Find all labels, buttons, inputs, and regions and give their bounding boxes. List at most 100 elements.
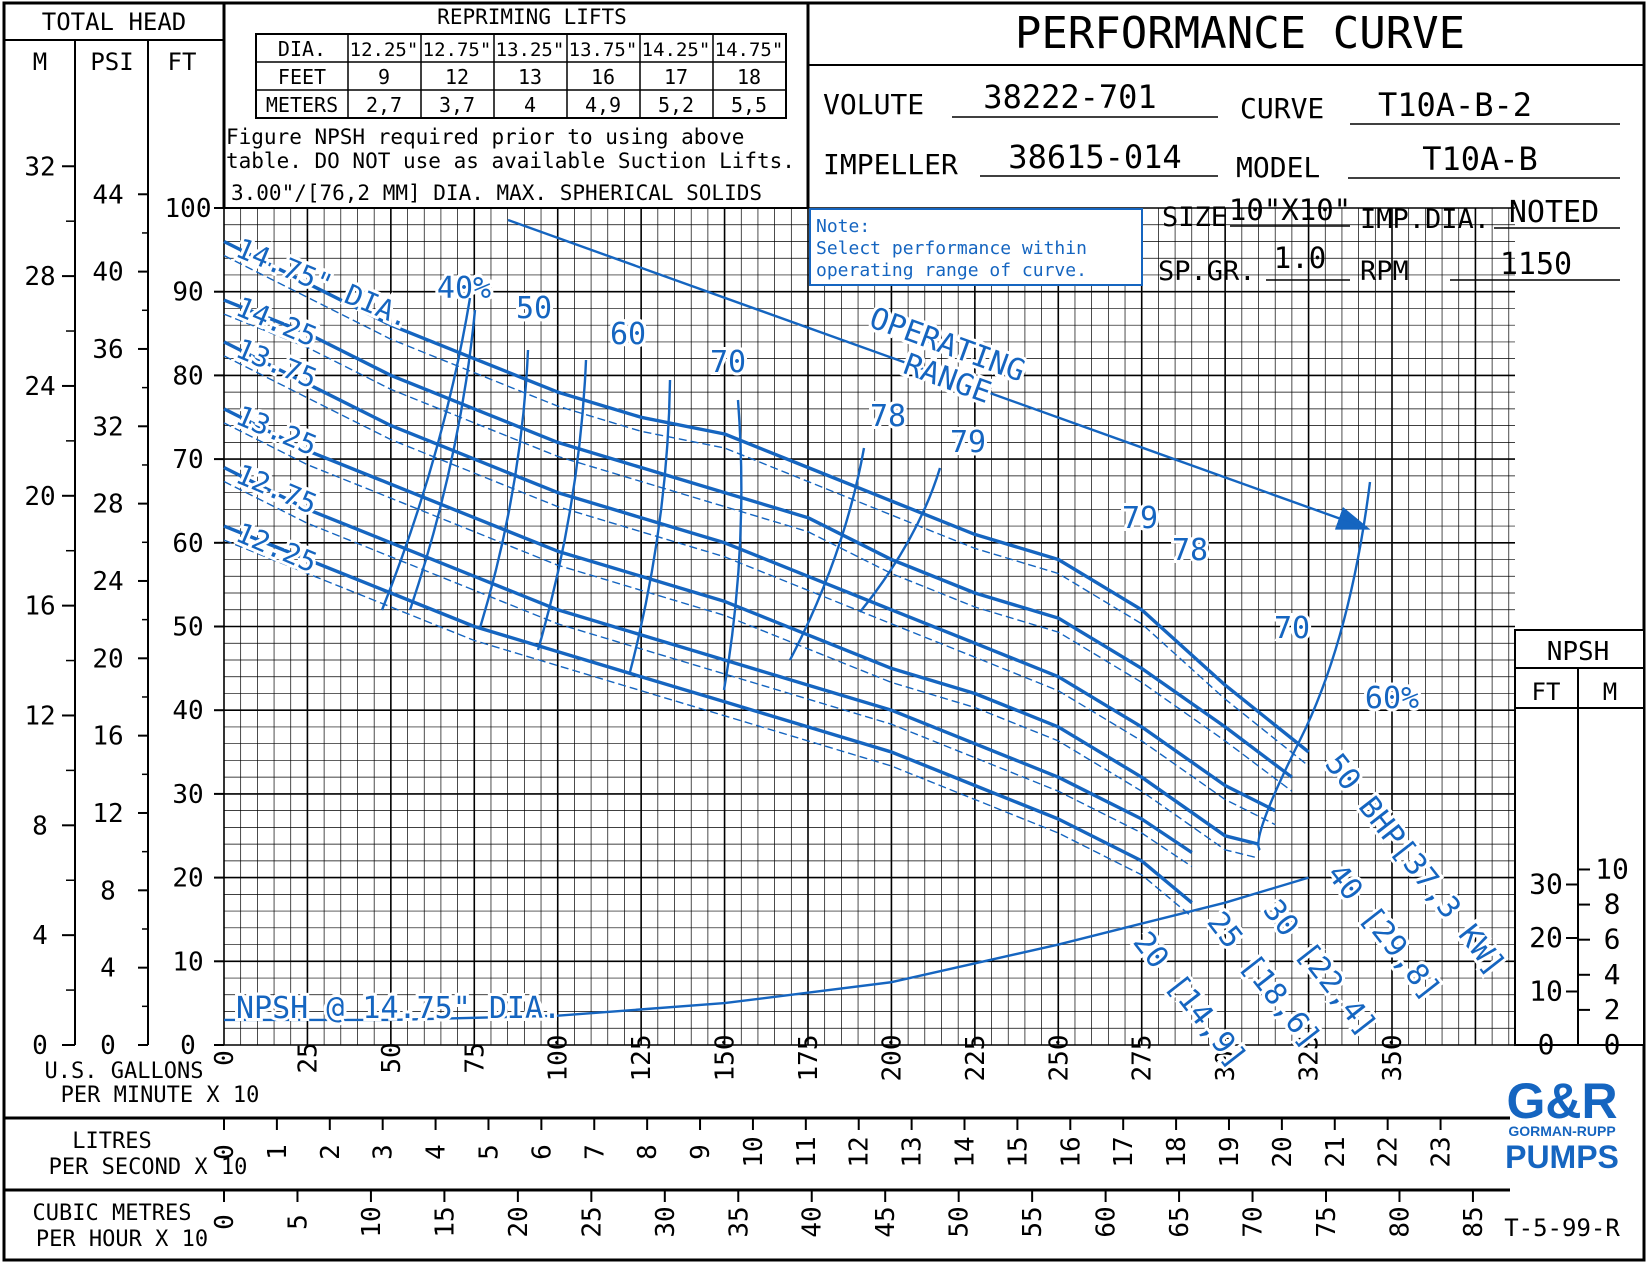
ft-tick-label: 60	[172, 529, 203, 559]
efficiency-label: 70	[710, 345, 746, 380]
psi-tick-label: 0	[100, 1031, 116, 1061]
gpm-tick-label: 150	[711, 1035, 741, 1082]
logo-company: GORMAN-RUPP	[1508, 1123, 1615, 1139]
gpm-tick-label: 350	[1378, 1035, 1408, 1082]
npsh-curve	[224, 876, 1309, 1022]
m3h-tick-label: 85	[1459, 1206, 1489, 1237]
m3h-tick-label: 40	[798, 1206, 828, 1237]
feet-cell: 17	[664, 65, 688, 89]
lps-tick-label: 15	[1003, 1136, 1033, 1167]
npsh-note-line2: table. DO NOT use as available Suction L…	[226, 149, 795, 173]
npsh-ft-tick-label: 10	[1529, 975, 1563, 1008]
m3h-tick-label: 15	[430, 1206, 460, 1237]
dia-cell: 13.25"	[496, 39, 565, 61]
psi-tick-label: 40	[92, 258, 123, 288]
ft-tick-label: 50	[172, 613, 203, 643]
lps-tick-label: 18	[1162, 1136, 1192, 1167]
efficiency-label: 78	[1172, 533, 1208, 568]
npsh-ft-unit: FT	[1532, 678, 1561, 706]
feet-cell: 18	[737, 65, 761, 89]
m3h-tick-label: 80	[1385, 1206, 1415, 1237]
rpm-label: RPM	[1360, 256, 1409, 287]
rpm-value: 1150	[1500, 247, 1572, 282]
gpm-tick-label: 275	[1128, 1035, 1158, 1082]
lps-tick-label: 12	[845, 1136, 875, 1167]
head-curve	[223, 340, 1276, 813]
efficiency-line	[478, 349, 530, 629]
lps-tick-label: 19	[1215, 1136, 1245, 1167]
psi-tick-label: 24	[92, 567, 123, 597]
npsh-ft-tick-label: 30	[1529, 868, 1563, 901]
gpm-tick-label: 50	[377, 1042, 407, 1073]
lps-tick-label: 11	[792, 1136, 822, 1167]
ft-tick-label: 40	[172, 696, 203, 726]
efficiency-line	[380, 297, 472, 611]
npsh-m-unit: M	[1603, 678, 1617, 706]
psi-tick-label: 12	[92, 799, 123, 829]
note-box: Note: Select performance within operatin…	[809, 208, 1143, 286]
npsh-ft-tick-label: 0	[1538, 1028, 1555, 1061]
volute-value: 38222-701	[983, 78, 1156, 116]
lps-tick-label: 13	[898, 1136, 928, 1167]
meters-cell: 4	[524, 93, 536, 117]
psi-tick-label: 16	[92, 722, 123, 752]
gpm-tick-label: 125	[627, 1035, 657, 1082]
spgr-label: SP.GR.	[1158, 256, 1256, 287]
m-tick-label: 0	[32, 1031, 48, 1061]
gpm-tick-label: 225	[961, 1035, 991, 1082]
meters-cell: 5,2	[658, 93, 694, 117]
gpm-tick-label: 75	[460, 1042, 490, 1073]
curve-label: CURVE	[1240, 92, 1324, 125]
efficiency-line	[536, 359, 588, 651]
document-code: T-5-99-R	[1504, 1214, 1620, 1242]
gpm-tick-label: 100	[544, 1035, 574, 1082]
m-tick-label: 20	[24, 482, 55, 512]
m3h-tick-label: 5	[283, 1214, 313, 1230]
npsh-axis-title: NPSH	[1547, 637, 1610, 667]
model-value: T10A-B	[1422, 140, 1538, 178]
meters-cell: 4,9	[585, 93, 621, 117]
ft-tick-label: 10	[172, 947, 203, 977]
ft-axis-unit: FT	[168, 48, 197, 76]
m3h-tick-label: 0	[210, 1214, 240, 1230]
note-line-3: operating range of curve.	[816, 260, 1087, 281]
efficiency-label: 50	[516, 291, 552, 326]
npsh-m-tick-label: 8	[1604, 888, 1621, 921]
size-value: 10"X10"	[1229, 193, 1351, 227]
efficiency-label: 78	[870, 399, 906, 434]
lps-axis-label-line1: LITRES	[72, 1129, 151, 1154]
m3h-tick-label: 35	[724, 1206, 754, 1237]
m-tick-label: 16	[24, 592, 55, 622]
psi-tick-label: 20	[92, 644, 123, 674]
note-line-1: Note:	[816, 216, 870, 237]
psi-tick-label: 36	[92, 335, 123, 365]
gpm-tick-label: 325	[1295, 1035, 1325, 1082]
efficiency-line	[408, 309, 477, 611]
bhp-trace	[223, 313, 1293, 792]
lps-tick-label: 9	[686, 1144, 716, 1160]
m3h-tick-label: 70	[1239, 1206, 1269, 1237]
efficiency-line	[788, 447, 866, 661]
efficiency-label: 70	[1274, 611, 1310, 646]
lps-tick-label: 3	[369, 1144, 399, 1160]
volute-label: VOLUTE	[823, 88, 924, 121]
psi-tick-label: 32	[92, 412, 123, 442]
efficiency-line	[722, 399, 743, 691]
m3h-axis-label-line1: CUBIC METRES	[33, 1201, 192, 1226]
logo-pumps: PUMPS	[1505, 1139, 1619, 1175]
feet-cell: 12	[445, 65, 469, 89]
psi-tick-label: 8	[100, 876, 116, 906]
gpm-tick-label: 175	[794, 1035, 824, 1082]
lps-tick-label: 17	[1109, 1136, 1139, 1167]
gpm-axis-label-line1: U.S. GALLONS	[45, 1059, 204, 1084]
psi-tick-label: 4	[100, 954, 116, 984]
solids-note: 3.00"/[76,2 MM] DIA. MAX. SPHERICAL SOLI…	[231, 181, 762, 205]
page-title: PERFORMANCE CURVE	[1015, 8, 1465, 59]
row-label-meters: METERS	[266, 93, 338, 117]
npsh-m-tick-label: 6	[1604, 923, 1621, 956]
gpm-axis-label-line2: PER MINUTE X 10	[61, 1083, 260, 1108]
lps-tick-label: 22	[1374, 1136, 1404, 1167]
dia-cell: 12.75"	[423, 39, 492, 61]
lps-tick-label: 6	[527, 1144, 557, 1160]
